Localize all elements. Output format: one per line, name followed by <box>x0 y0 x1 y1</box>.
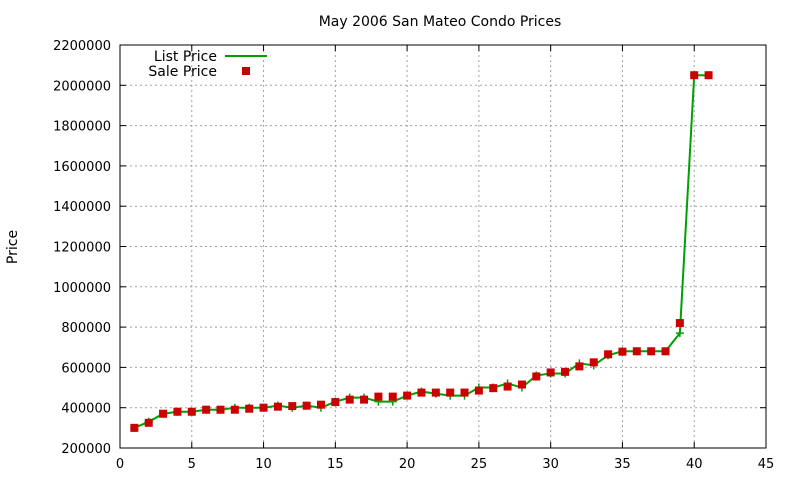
chart-title: May 2006 San Mateo Condo Prices <box>319 14 562 30</box>
x-tick-label: 35 <box>614 457 631 472</box>
data-point-sale-price <box>288 402 297 411</box>
data-point-sale-price <box>532 372 541 381</box>
data-point-sale-price <box>331 398 340 407</box>
data-point-sale-price <box>388 392 397 401</box>
y-tick-label: 200000 <box>61 442 111 457</box>
y-tick-label: 2000000 <box>53 79 111 94</box>
y-tick-label: 1600000 <box>53 160 111 175</box>
data-point-sale-price <box>561 367 570 376</box>
data-point-sale-price <box>647 347 656 356</box>
data-point-sale-price <box>144 418 153 427</box>
y-tick-label: 1000000 <box>53 281 111 296</box>
data-point-sale-price <box>417 388 426 397</box>
data-point-sale-price <box>345 395 354 404</box>
data-point-sale-price <box>460 388 469 397</box>
data-point-sale-price <box>187 407 196 416</box>
data-point-sale-price <box>503 382 512 391</box>
x-tick-label: 10 <box>255 457 272 472</box>
data-point-sale-price <box>130 423 139 432</box>
data-point-sale-price <box>216 405 225 414</box>
data-point-sale-price <box>517 380 526 389</box>
y-axis-label: Price <box>5 230 21 264</box>
data-point-sale-price <box>446 388 455 397</box>
data-point-sale-price <box>589 358 598 367</box>
x-tick-label: 30 <box>542 457 559 472</box>
data-point-sale-price <box>273 402 282 411</box>
data-point-sale-price <box>489 384 498 393</box>
data-point-sale-price <box>245 404 254 413</box>
data-point-sale-price <box>230 405 239 414</box>
data-point-sale-price <box>546 368 555 377</box>
grid-lines <box>120 45 766 448</box>
data-point-sale-price <box>661 347 670 356</box>
x-tick-label: 15 <box>327 457 344 472</box>
data-point-sale-price <box>403 391 412 400</box>
legend-label-sale-price: Sale Price <box>148 64 217 80</box>
x-tick-label: 20 <box>399 457 416 472</box>
y-tick-label: 800000 <box>61 321 111 336</box>
x-tick-label: 45 <box>758 457 775 472</box>
data-point-list-price <box>675 329 684 338</box>
x-tick-labels: 0 5 10 15 20 25 30 35 40 45 <box>116 457 774 472</box>
legend-label-list-price: List Price <box>154 49 217 65</box>
x-tick-label: 5 <box>188 457 196 472</box>
data-point-sale-price <box>474 386 483 395</box>
data-point-sale-price <box>632 347 641 356</box>
x-tick-label: 40 <box>686 457 703 472</box>
data-point-sale-price <box>360 395 369 404</box>
series-layer <box>130 71 713 432</box>
data-point-sale-price <box>374 392 383 401</box>
y-tick-label: 1800000 <box>53 120 111 135</box>
y-tick-label: 2200000 <box>53 39 111 54</box>
data-point-sale-price <box>431 388 440 397</box>
data-point-sale-price <box>259 403 268 412</box>
x-tick-label: 25 <box>471 457 488 472</box>
data-point-sale-price <box>159 409 168 418</box>
data-point-sale-price <box>173 407 182 416</box>
data-point-sale-price <box>675 319 684 328</box>
y-tick-label: 1200000 <box>53 241 111 256</box>
series-sale-price <box>130 71 713 432</box>
x-tick-label: 0 <box>116 457 124 472</box>
data-point-sale-price <box>618 347 627 356</box>
legend: List Price Sale Price <box>148 49 267 80</box>
data-point-sale-price <box>575 362 584 371</box>
axis-ticks <box>119 44 767 449</box>
y-tick-labels: 200000 400000 600000 800000 1000000 1200000 14… <box>53 39 111 457</box>
data-point-sale-price <box>202 405 211 414</box>
data-point-sale-price <box>604 350 613 359</box>
data-point-sale-price <box>690 71 699 80</box>
data-point-sale-price <box>302 401 311 410</box>
y-tick-label: 600000 <box>61 361 111 376</box>
data-point-sale-price <box>704 71 713 80</box>
y-tick-label: 400000 <box>61 402 111 417</box>
data-point-sale-price <box>316 400 325 409</box>
y-tick-label: 1400000 <box>53 200 111 215</box>
legend-swatch-sale-price <box>242 67 250 75</box>
